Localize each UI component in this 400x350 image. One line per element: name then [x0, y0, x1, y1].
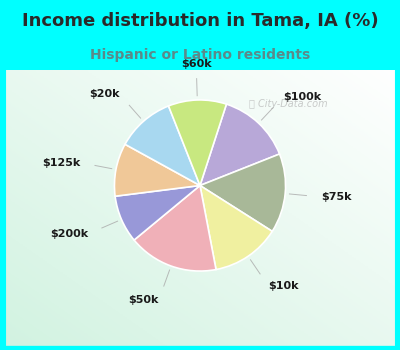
Wedge shape — [115, 186, 200, 240]
Text: $50k: $50k — [128, 295, 159, 305]
Text: $125k: $125k — [42, 158, 81, 168]
Text: $60k: $60k — [181, 59, 212, 69]
Text: Hispanic or Latino residents: Hispanic or Latino residents — [90, 48, 310, 62]
Text: $20k: $20k — [89, 89, 120, 99]
Wedge shape — [125, 106, 200, 186]
Wedge shape — [134, 186, 216, 271]
Text: $75k: $75k — [321, 192, 352, 202]
Wedge shape — [200, 154, 286, 231]
Text: $200k: $200k — [50, 229, 88, 239]
Wedge shape — [200, 104, 280, 186]
Text: Income distribution in Tama, IA (%): Income distribution in Tama, IA (%) — [22, 12, 378, 30]
Text: $10k: $10k — [268, 281, 299, 291]
Wedge shape — [114, 144, 200, 196]
Text: ⓘ City-Data.com: ⓘ City-Data.com — [249, 99, 327, 108]
Text: $100k: $100k — [283, 92, 321, 102]
Wedge shape — [200, 186, 272, 270]
Wedge shape — [168, 100, 226, 186]
